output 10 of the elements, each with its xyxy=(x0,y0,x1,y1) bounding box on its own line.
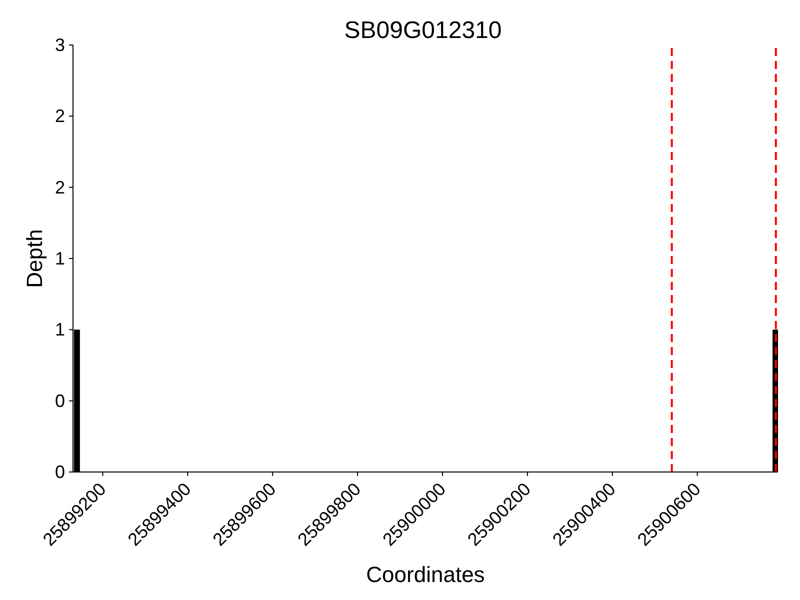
y-tick-label: 0 xyxy=(54,390,65,411)
y-tick-label: 2 xyxy=(54,177,65,198)
y-tick-label: 3 xyxy=(54,35,65,55)
y-axis-title: Depth xyxy=(22,229,47,288)
x-axis-title: Coordinates xyxy=(366,562,485,587)
y-tick-label: 0 xyxy=(54,462,65,482)
y-tick-label: 1 xyxy=(54,320,65,340)
y-tick-label: 2 xyxy=(54,106,65,126)
y-tick-label: 1 xyxy=(54,248,65,268)
chart-title: SB09G012310 xyxy=(344,17,502,44)
